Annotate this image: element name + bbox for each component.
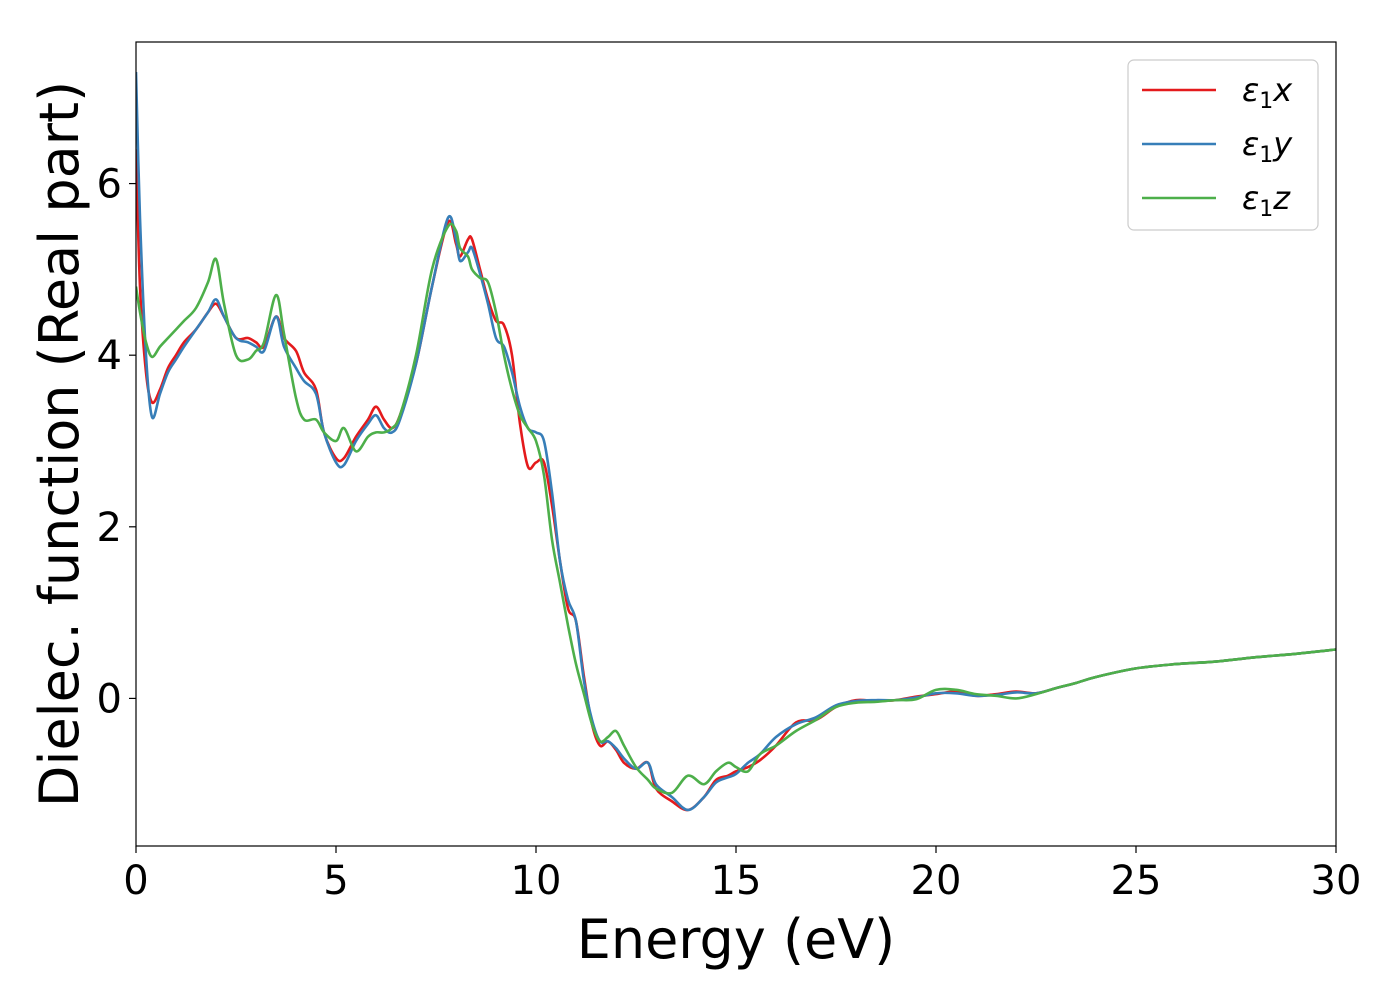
x-tick-label: 10 — [511, 858, 562, 904]
y-tick-label: 0 — [97, 676, 122, 722]
y-tick-label: 2 — [97, 505, 122, 551]
series-line-z — [136, 222, 1336, 795]
y-axis: 0 2 4 6 — [97, 162, 136, 722]
x-tick-label: 25 — [1111, 858, 1162, 904]
y-tick-label: 4 — [97, 333, 122, 379]
legend: ε1x ε1y ε1z — [1127, 59, 1319, 231]
x-tick-label: 30 — [1311, 858, 1362, 904]
x-tick-label: 15 — [711, 858, 762, 904]
series-layer — [136, 71, 1336, 812]
y-axis-label: Dielec. function (Real part) — [28, 81, 91, 807]
y-tick-label: 6 — [97, 162, 122, 208]
x-tick-label: 5 — [323, 858, 348, 904]
legend-box — [1127, 59, 1319, 231]
series-line-y — [136, 71, 1336, 812]
legend-label-z: ε1z — [1242, 179, 1291, 222]
x-tick-label: 0 — [123, 858, 148, 904]
x-axis: 0 5 10 15 20 25 30 — [123, 846, 1361, 904]
legend-label-x: ε1x — [1242, 71, 1293, 114]
x-tick-label: 20 — [911, 858, 962, 904]
legend-label-y: ε1y — [1242, 125, 1293, 168]
x-axis-label: Energy (eV) — [577, 908, 896, 971]
